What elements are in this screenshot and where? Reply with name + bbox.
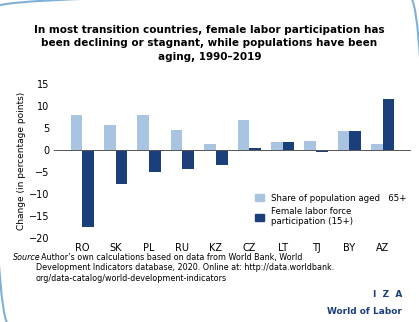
Legend: Share of population aged   65+, Female labor force
participation (15+): Share of population aged 65+, Female lab… [255,194,406,226]
Bar [71,115,83,150]
Bar [171,130,183,150]
Bar [371,144,383,150]
Bar [137,115,149,150]
Text: I  Z  A: I Z A [373,290,402,299]
Text: Source: Source [13,253,40,262]
Bar [83,150,94,227]
Bar [271,142,282,150]
Bar [149,150,161,173]
Text: In most transition countries, female labor participation has
been declining or s: In most transition countries, female lab… [34,25,385,62]
Bar [204,144,216,150]
Bar [316,150,328,152]
Bar [304,141,316,150]
Bar [338,131,349,150]
Text: World of Labor: World of Labor [327,307,402,316]
Bar [104,125,116,150]
Bar [282,142,294,150]
Bar [238,120,249,150]
Text: : Author’s own calculations based on data from World Bank, World
Development Ind: : Author’s own calculations based on dat… [36,253,334,283]
Bar [183,150,194,168]
Bar [116,150,127,184]
Bar [383,99,394,150]
Bar [249,148,261,150]
Y-axis label: Change (in percentage points): Change (in percentage points) [17,92,26,230]
Bar [216,150,228,166]
Bar [349,131,361,150]
